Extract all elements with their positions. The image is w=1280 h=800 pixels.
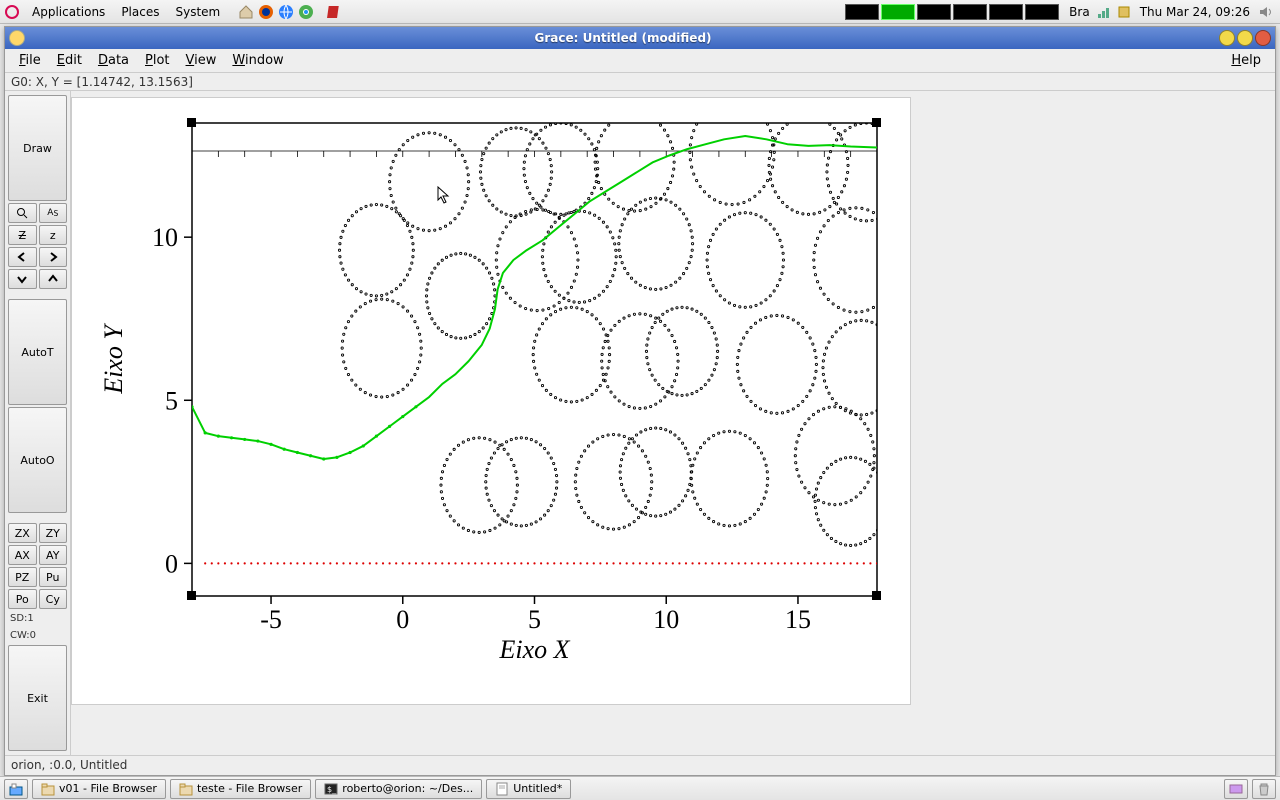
workspace-1[interactable] — [845, 4, 879, 20]
workspace-4[interactable] — [953, 4, 987, 20]
debian-logo-icon — [4, 4, 20, 20]
handle-tl[interactable] — [187, 118, 196, 127]
bottom-status: orion, :0.0, Untitled — [5, 755, 1275, 775]
po-button[interactable]: Po — [8, 589, 37, 609]
network-icon[interactable] — [1096, 4, 1112, 20]
svg-text:-5: -5 — [260, 605, 282, 634]
workspace-5[interactable] — [989, 4, 1023, 20]
close-button[interactable] — [1255, 30, 1271, 46]
panel-menu-applications[interactable]: Applications — [24, 5, 113, 19]
menu-view[interactable]: View — [178, 53, 225, 68]
coordinate-readout: G0: X, Y = [1.14742, 13.1563] — [5, 73, 1275, 91]
task-label: v01 - File Browser — [59, 782, 157, 795]
window-title: Grace: Untitled (modified) — [29, 31, 1217, 45]
panel-clock[interactable]: Thu Mar 24, 09:26 — [1134, 5, 1256, 19]
svg-text:5: 5 — [165, 386, 178, 415]
down-arrow-button[interactable] — [8, 269, 37, 289]
cw-label: CW:0 — [8, 628, 67, 643]
task-label: roberto@orion: ~/Des... — [342, 782, 473, 795]
autoo-button[interactable]: AutoO — [8, 407, 67, 513]
svg-text:Eixo X: Eixo X — [498, 635, 570, 664]
svg-text:0: 0 — [396, 605, 409, 634]
chrome-icon[interactable] — [298, 4, 314, 20]
handle-br[interactable] — [872, 591, 881, 600]
menu-plot[interactable]: Plot — [137, 53, 178, 68]
exit-button[interactable]: Exit — [8, 645, 67, 751]
plot-canvas[interactable]: -5 0 5 10 15 0 5 10 Eixo X Eixo Y — [71, 97, 911, 705]
right-arrow-button[interactable] — [39, 247, 68, 267]
panel-menu-places[interactable]: Places — [113, 5, 167, 19]
gnome-top-panel: Applications Places System Bra Thu Mar 2… — [0, 0, 1280, 24]
menu-edit[interactable]: Edit — [49, 53, 90, 68]
ay-button[interactable]: AY — [39, 545, 68, 565]
zx-button[interactable]: ZX — [8, 523, 37, 543]
svg-text:10: 10 — [653, 605, 679, 634]
show-desktop-button[interactable] — [4, 779, 28, 799]
globe-icon[interactable] — [278, 4, 294, 20]
ax-button[interactable]: AX — [8, 545, 37, 565]
menu-file[interactable]: File — [11, 53, 49, 68]
zoom-z-button[interactable]: Z — [8, 225, 37, 245]
home-icon[interactable] — [238, 4, 254, 20]
window-titlebar[interactable]: Grace: Untitled (modified) — [5, 27, 1275, 49]
app-icon — [9, 30, 25, 46]
svg-text:Eixo Y: Eixo Y — [99, 323, 128, 395]
update-icon[interactable] — [1116, 4, 1132, 20]
zoom-z2-button[interactable]: z — [39, 225, 68, 245]
handle-tr[interactable] — [872, 118, 881, 127]
svg-text:5: 5 — [528, 605, 541, 634]
toolbox: Draw AS Z z AutoT AutoO ZX — [5, 91, 71, 755]
keyboard-indicator[interactable]: Bra — [1065, 5, 1094, 19]
svg-text:0: 0 — [165, 549, 178, 578]
svg-text:15: 15 — [785, 605, 811, 634]
autot-button[interactable]: AutoT — [8, 299, 67, 405]
workspace-3[interactable] — [917, 4, 951, 20]
trash-button[interactable] — [1252, 779, 1276, 799]
maximize-button[interactable] — [1237, 30, 1253, 46]
menu-data[interactable]: Data — [90, 53, 137, 68]
plot-svg: -5 0 5 10 15 0 5 10 Eixo X Eixo Y — [72, 98, 912, 706]
volume-icon[interactable] — [1258, 4, 1274, 20]
cursor-icon — [437, 186, 451, 204]
draw-button[interactable]: Draw — [8, 95, 67, 201]
left-arrow-button[interactable] — [8, 247, 37, 267]
task-label: teste - File Browser — [197, 782, 302, 795]
book-icon[interactable] — [326, 4, 342, 20]
task-terminal[interactable]: $_ roberto@orion: ~/Des... — [315, 779, 482, 799]
menu-help[interactable]: Help — [1223, 53, 1269, 68]
panel-menu-system[interactable]: System — [167, 5, 228, 19]
handle-bl[interactable] — [187, 591, 196, 600]
svg-text:$_: $_ — [327, 785, 337, 794]
menu-window[interactable]: Window — [224, 53, 291, 68]
menubar: File Edit Data Plot View Window Help — [5, 49, 1275, 73]
cy-button[interactable]: Cy — [39, 589, 68, 609]
up-arrow-button[interactable] — [39, 269, 68, 289]
workspace-6[interactable] — [1025, 4, 1059, 20]
sd-label: SD:1 — [8, 611, 67, 626]
workspace-2[interactable] — [881, 4, 915, 20]
gnome-bottom-panel: v01 - File Browser teste - File Browser … — [0, 776, 1280, 800]
zoom-tool[interactable] — [8, 203, 37, 223]
task-gedit[interactable]: Untitled* — [486, 779, 571, 799]
task-file-browser-1[interactable]: v01 - File Browser — [32, 779, 166, 799]
pu-button[interactable]: Pu — [39, 567, 68, 587]
zy-button[interactable]: ZY — [39, 523, 68, 543]
pz-button[interactable]: PZ — [8, 567, 37, 587]
autoscale-tool[interactable]: AS — [39, 203, 68, 223]
task-label: Untitled* — [513, 782, 562, 795]
grace-window: Grace: Untitled (modified) File Edit Dat… — [4, 26, 1276, 776]
minimize-button[interactable] — [1219, 30, 1235, 46]
svg-text:10: 10 — [152, 223, 178, 252]
task-file-browser-2[interactable]: teste - File Browser — [170, 779, 311, 799]
tray-1[interactable] — [1224, 779, 1248, 799]
workspace-switcher[interactable] — [845, 4, 1059, 20]
firefox-icon[interactable] — [258, 4, 274, 20]
